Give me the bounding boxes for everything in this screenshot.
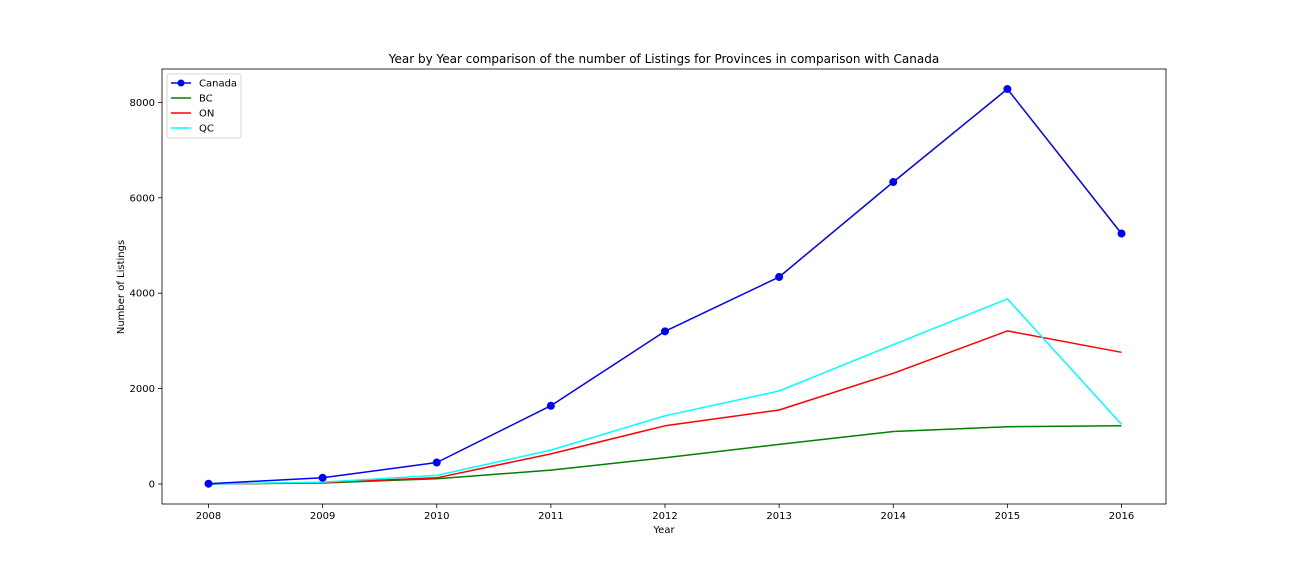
x-tick-label: 2011	[538, 511, 563, 522]
x-axis-title: Year	[652, 525, 675, 536]
data-point-canada	[1003, 85, 1012, 94]
y-tick-label: 0	[149, 479, 155, 490]
data-point-canada	[661, 327, 669, 336]
legend-label-bc: BC	[199, 94, 213, 105]
legend-marker-canada	[177, 79, 185, 87]
x-tick-label: 2008	[196, 511, 221, 522]
legend-label-canada: Canada	[199, 79, 237, 90]
legend-box	[166, 73, 242, 139]
y-tick-label: 8000	[130, 98, 155, 109]
y-tick-label: 4000	[130, 289, 155, 300]
data-point-canada	[1117, 229, 1126, 238]
x-tick-label: 2012	[652, 511, 677, 522]
x-tick-label: 2013	[766, 511, 791, 522]
x-tick-label: 2015	[995, 511, 1020, 522]
x-tick-label: 2009	[310, 511, 335, 522]
plot-area	[204, 85, 1126, 488]
axes: 2008 2009 2010 2011 2012 2013 2014 2015 2016 0 200…	[130, 68, 1167, 522]
series-line-canada	[208, 88, 1123, 485]
plot-frame	[161, 68, 1167, 505]
y-tick-label: 2000	[130, 384, 155, 395]
y-tick-label: 6000	[130, 193, 155, 204]
data-point-canada	[318, 473, 327, 482]
series-line-on	[208, 330, 1122, 485]
x-tick-label: 2010	[424, 511, 449, 522]
data-point-canada	[432, 458, 441, 467]
legend-label-qc: QC	[199, 124, 214, 135]
data-point-canada	[889, 178, 898, 187]
chart-title: Year by Year comparison of the number of…	[388, 52, 939, 66]
legend: Canada BC ON QC	[166, 73, 242, 139]
legend-label-on: ON	[199, 109, 214, 120]
x-tick-label: 2014	[881, 511, 906, 522]
data-point-canada	[775, 272, 784, 281]
data-point-canada	[204, 479, 213, 488]
x-tick-label: 2016	[1109, 511, 1134, 522]
y-axis-title: Number of Listings	[116, 240, 127, 334]
series-line-qc	[208, 298, 1123, 485]
data-point-canada	[546, 401, 555, 410]
